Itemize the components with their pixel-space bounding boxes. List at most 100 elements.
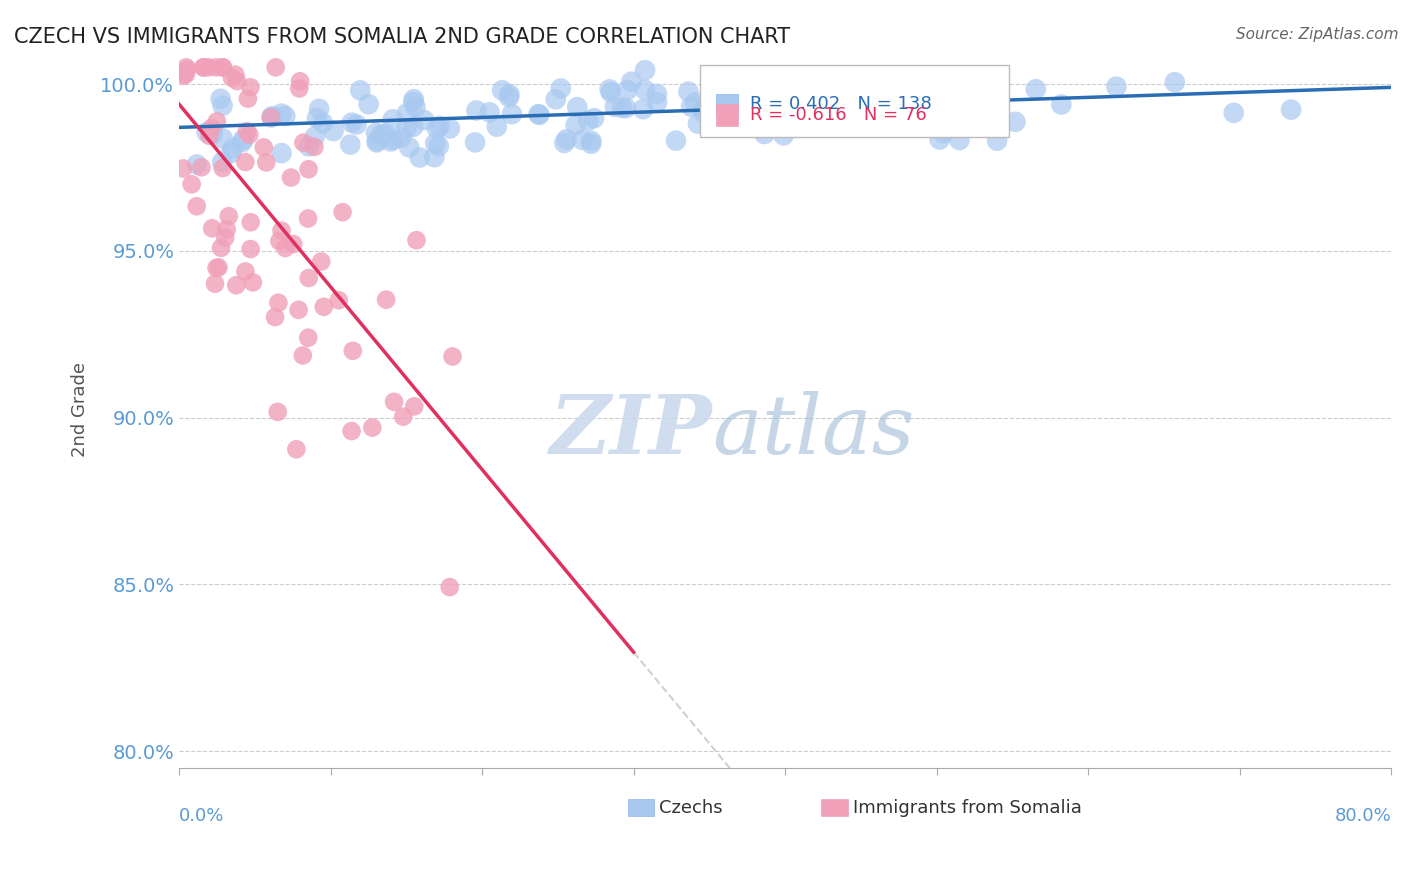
Point	[1050, 97, 1073, 112]
Point	[215, 222, 238, 236]
Point	[969, 93, 991, 107]
FancyBboxPatch shape	[700, 65, 1010, 136]
Point	[172, 161, 194, 176]
Point	[235, 264, 257, 278]
Point	[921, 100, 943, 114]
Point	[553, 136, 575, 150]
Point	[297, 331, 319, 345]
Point	[291, 348, 314, 362]
Point	[754, 127, 776, 141]
Point	[1004, 115, 1026, 129]
Point	[285, 442, 308, 457]
Point	[366, 136, 388, 150]
Point	[224, 68, 246, 82]
Point	[932, 83, 955, 97]
Point	[986, 134, 1008, 148]
Point	[288, 74, 311, 88]
Text: atlas: atlas	[713, 391, 915, 471]
Point	[498, 90, 520, 104]
Point	[439, 121, 461, 136]
Point	[292, 136, 315, 150]
Point	[599, 82, 621, 96]
Point	[491, 83, 513, 97]
Point	[614, 101, 637, 115]
Point	[221, 70, 243, 85]
Point	[720, 86, 742, 100]
Point	[201, 127, 224, 141]
Point	[772, 128, 794, 143]
Point	[207, 260, 229, 275]
Point	[686, 117, 709, 131]
Point	[195, 125, 218, 139]
Point	[193, 61, 215, 75]
Point	[759, 102, 782, 116]
Point	[340, 424, 363, 438]
Point	[267, 295, 290, 310]
Point	[787, 103, 810, 118]
Point	[927, 88, 949, 103]
Point	[264, 310, 287, 325]
Point	[361, 420, 384, 434]
Point	[380, 135, 402, 149]
Point	[231, 135, 253, 149]
Point	[439, 580, 461, 594]
Point	[599, 85, 621, 99]
Point	[957, 112, 980, 126]
Point	[312, 116, 335, 130]
Point	[932, 126, 955, 140]
Point	[186, 199, 208, 213]
Point	[198, 128, 221, 143]
Point	[402, 92, 425, 106]
Point	[297, 211, 319, 226]
Point	[939, 97, 962, 112]
Point	[395, 106, 418, 120]
Point	[928, 132, 950, 146]
Point	[205, 260, 228, 275]
Point	[693, 97, 716, 112]
Point	[236, 124, 259, 138]
Point	[413, 113, 436, 128]
Point	[683, 95, 706, 110]
Point	[270, 106, 292, 120]
Bar	[716, 104, 738, 126]
Point	[747, 120, 769, 134]
Point	[555, 132, 578, 146]
Point	[382, 133, 405, 147]
Point	[190, 161, 212, 175]
Point	[269, 234, 291, 248]
Point	[193, 61, 215, 75]
Point	[804, 98, 827, 112]
Point	[571, 133, 593, 147]
Point	[176, 62, 198, 77]
Point	[860, 96, 883, 111]
Point	[264, 61, 287, 75]
Point	[260, 111, 283, 125]
Point	[579, 136, 602, 151]
Point	[921, 116, 943, 130]
Text: R = 0.402   N = 138: R = 0.402 N = 138	[749, 95, 932, 113]
Point	[950, 75, 973, 89]
Point	[204, 277, 226, 291]
Point	[720, 93, 742, 107]
Point	[305, 111, 328, 125]
Point	[402, 120, 425, 134]
Point	[398, 140, 420, 154]
Point	[332, 205, 354, 219]
Bar	[821, 798, 848, 816]
Point	[180, 178, 202, 192]
Text: 0.0%: 0.0%	[179, 807, 225, 825]
Point	[312, 300, 335, 314]
Point	[404, 400, 426, 414]
Text: 80.0%: 80.0%	[1334, 807, 1391, 825]
Point	[426, 121, 449, 136]
Point	[529, 108, 551, 122]
Point	[498, 87, 520, 102]
Point	[172, 69, 194, 83]
Point	[297, 162, 319, 177]
Point	[364, 126, 387, 140]
Point	[253, 140, 276, 154]
Text: Immigrants from Somalia: Immigrants from Somalia	[853, 799, 1081, 817]
Point	[197, 61, 219, 75]
Point	[620, 75, 643, 89]
Point	[576, 113, 599, 128]
